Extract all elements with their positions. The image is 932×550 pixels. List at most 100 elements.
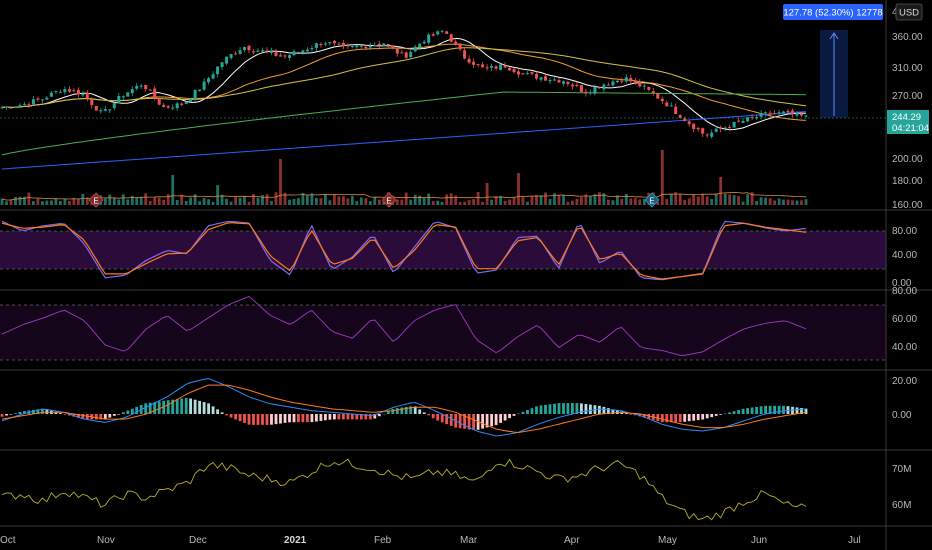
candle-body bbox=[750, 116, 754, 118]
rsi-tick: 60.00 bbox=[892, 314, 917, 325]
candle-body bbox=[409, 51, 413, 57]
volume-bar bbox=[580, 196, 583, 205]
macd-hist-bar bbox=[377, 414, 381, 417]
volume-bar bbox=[27, 192, 31, 205]
candle-body bbox=[332, 41, 336, 44]
macd-hist-bar bbox=[94, 414, 98, 420]
volume-bar bbox=[342, 196, 345, 205]
candle-body bbox=[310, 48, 314, 50]
stoch-band bbox=[0, 231, 886, 269]
volume-bar bbox=[54, 198, 58, 205]
volume-bar bbox=[166, 194, 170, 205]
volume-bar bbox=[611, 200, 615, 205]
macd-hist-bar bbox=[9, 414, 13, 415]
volume-bar bbox=[638, 199, 642, 205]
volume-bar bbox=[804, 199, 808, 205]
rsi-line bbox=[1, 295, 807, 356]
signal-line bbox=[1, 384, 807, 434]
volume-bar bbox=[373, 196, 377, 205]
volume-bar bbox=[265, 194, 269, 205]
volume-bar bbox=[382, 202, 386, 205]
stochastic-lines bbox=[1, 220, 807, 281]
macd-hist-bar bbox=[112, 414, 116, 416]
macd-hist-bar bbox=[198, 400, 201, 414]
macd-hist-bar bbox=[216, 409, 219, 414]
candle-body bbox=[642, 85, 646, 87]
candle-body bbox=[305, 49, 309, 52]
volume-bar bbox=[741, 201, 745, 205]
candle-body bbox=[238, 50, 242, 54]
macd-hist-bar bbox=[36, 409, 40, 414]
volume-bar bbox=[108, 194, 112, 205]
candle-body bbox=[121, 96, 125, 98]
volume-bar bbox=[238, 197, 242, 205]
macd-hist-bar bbox=[364, 414, 368, 420]
candle-body bbox=[368, 45, 372, 48]
volume-bar bbox=[440, 201, 444, 205]
volume-bar bbox=[517, 173, 520, 205]
volume-bar bbox=[494, 196, 498, 205]
candle-body bbox=[723, 127, 727, 129]
macd-hist-bar bbox=[737, 410, 740, 414]
macd-hist-bar bbox=[526, 410, 529, 414]
currency-badge[interactable] bbox=[895, 3, 923, 21]
volume-bar bbox=[674, 192, 678, 205]
volume-bar bbox=[292, 199, 296, 205]
macd-hist-bar bbox=[59, 413, 62, 414]
volume-bar bbox=[660, 150, 664, 205]
volume-bar bbox=[427, 193, 431, 205]
candle-body bbox=[382, 43, 386, 46]
stoch-tick: 80.00 bbox=[892, 226, 917, 237]
macd-hist-bar bbox=[45, 409, 49, 414]
candle-body bbox=[562, 81, 565, 84]
volume-bar bbox=[750, 192, 754, 205]
stoch-d-line bbox=[1, 222, 807, 280]
macd-hist-bar bbox=[553, 403, 556, 414]
macd-hist-bar bbox=[144, 403, 148, 414]
volume-bar bbox=[14, 197, 17, 205]
volume-bar bbox=[476, 192, 480, 205]
volume-bar bbox=[584, 194, 588, 205]
volume-bar bbox=[458, 201, 462, 205]
volume-bar bbox=[746, 194, 749, 205]
volume-bar bbox=[153, 197, 157, 205]
macd-hist-bar bbox=[207, 403, 210, 414]
macd-hist-bar bbox=[373, 414, 377, 419]
candle-body bbox=[669, 105, 673, 107]
candle-body bbox=[436, 31, 440, 35]
price-tick: 180.00 bbox=[892, 176, 923, 187]
volume-bar bbox=[404, 192, 408, 205]
earnings-marker[interactable]: E bbox=[381, 192, 397, 208]
svg-text:E: E bbox=[93, 197, 98, 206]
candle-body bbox=[112, 103, 116, 109]
volume-bar bbox=[413, 194, 417, 205]
candle-body bbox=[243, 47, 246, 51]
candle-body bbox=[247, 46, 251, 51]
volume-bar bbox=[728, 194, 731, 205]
candle-body bbox=[49, 92, 53, 97]
earnings-marker[interactable]: E bbox=[88, 192, 104, 208]
macd-hist-bar bbox=[108, 414, 112, 418]
candle-body bbox=[503, 65, 507, 68]
candle-body bbox=[530, 72, 534, 74]
candle-body bbox=[570, 84, 574, 87]
macd-hist-bar bbox=[77, 414, 80, 418]
macd-hist-bar bbox=[440, 414, 444, 423]
macd-hist-bar bbox=[342, 414, 345, 420]
candle-body bbox=[535, 74, 538, 79]
earnings-marker[interactable]: E bbox=[644, 192, 660, 208]
candle-body bbox=[261, 50, 264, 52]
macd-hist-bar bbox=[180, 398, 184, 414]
candle-body bbox=[719, 127, 723, 129]
volume-bar bbox=[333, 194, 336, 205]
candle-body bbox=[27, 104, 31, 106]
macd-hist-bar bbox=[732, 411, 736, 414]
candle-body bbox=[63, 89, 67, 93]
volume-bar bbox=[607, 199, 610, 205]
price-tick: 310.00 bbox=[892, 63, 923, 74]
candle-body bbox=[292, 51, 296, 56]
volume-bar bbox=[395, 199, 399, 205]
volume-bar bbox=[773, 200, 776, 205]
macd-hist-bar bbox=[589, 404, 592, 414]
